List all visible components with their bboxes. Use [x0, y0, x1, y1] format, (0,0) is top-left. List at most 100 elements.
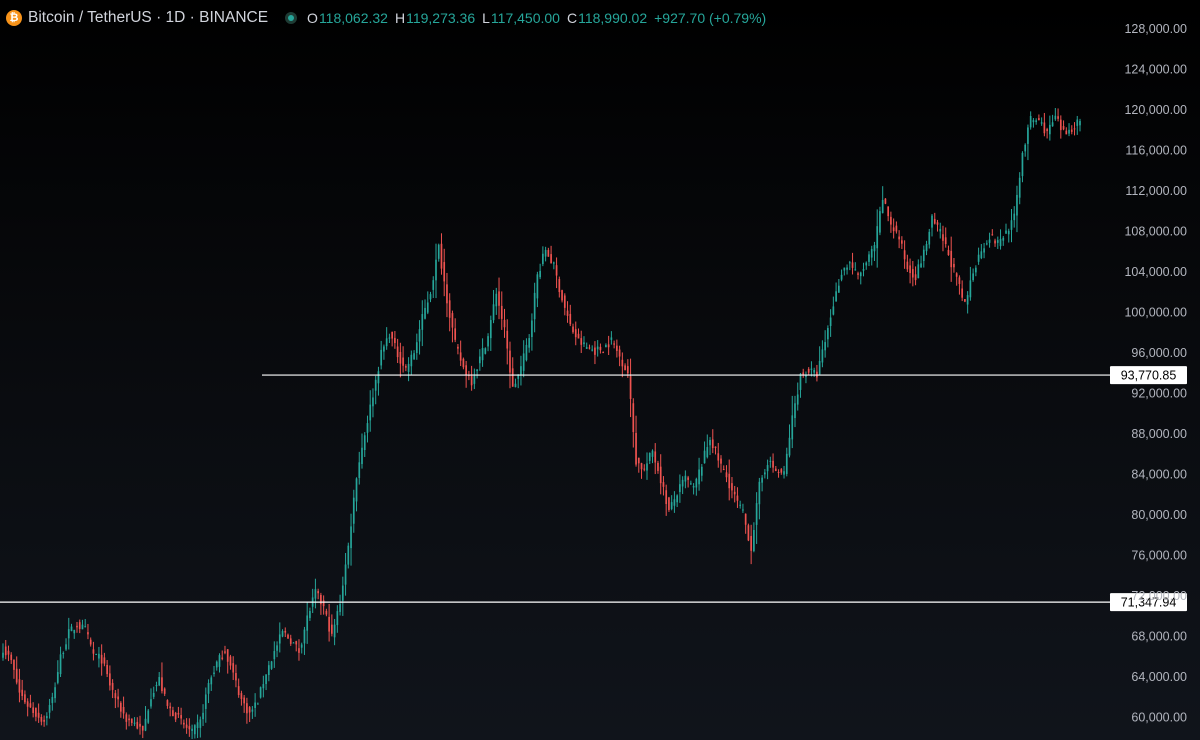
price-axis[interactable]: 60,000.00 64,000.00 68,000.00 72,000.00 76,0…: [1124, 22, 1187, 725]
candle: [65, 638, 67, 651]
candle: [174, 711, 177, 723]
candle-body: [884, 198, 887, 204]
candle: [183, 719, 185, 729]
candle: [788, 424, 791, 458]
candle: [629, 358, 632, 418]
candle-body: [407, 363, 410, 372]
candle: [251, 706, 254, 719]
candle: [103, 652, 106, 667]
price-tick-label: 120,000.00: [1124, 103, 1187, 117]
candle: [257, 702, 259, 705]
candle: [440, 233, 443, 275]
candle-body: [566, 310, 569, 316]
candle: [892, 218, 895, 239]
candle-body: [624, 365, 626, 371]
candle-body: [84, 626, 87, 628]
candle: [635, 415, 637, 467]
candle-body: [892, 227, 895, 232]
candle-body: [273, 651, 276, 660]
candle-body: [396, 346, 399, 358]
candle-body: [437, 244, 440, 259]
candle-body: [122, 706, 125, 714]
horizontal-line-price-badge: 93,770.85: [1110, 366, 1187, 385]
candle-body: [336, 611, 339, 626]
price-tick-label: 64,000.00: [1131, 670, 1187, 684]
candle-body: [511, 368, 514, 387]
ohlc-open-key: O: [307, 10, 318, 26]
candle-body: [794, 403, 796, 419]
candle-body: [204, 694, 207, 709]
candle: [939, 222, 942, 239]
candle: [731, 477, 733, 499]
candle: [643, 464, 646, 472]
candle-body: [552, 262, 555, 264]
candle: [489, 315, 492, 351]
candle: [1046, 127, 1048, 139]
ohlc-high-key: H: [394, 10, 406, 26]
candle: [278, 622, 281, 653]
candle: [119, 701, 122, 718]
candle: [605, 343, 607, 348]
candle-body: [714, 446, 717, 448]
candle: [544, 246, 547, 262]
candle: [213, 665, 215, 677]
candle-body: [640, 463, 643, 470]
candle-body: [37, 712, 40, 718]
candle-body: [465, 365, 467, 375]
candle-body: [43, 719, 45, 722]
candle: [495, 287, 498, 315]
candle-body: [435, 259, 437, 281]
candle: [328, 603, 330, 642]
candle-body: [509, 350, 511, 373]
candle-body: [569, 313, 572, 325]
candle-body: [950, 250, 953, 268]
candle: [785, 447, 788, 477]
candle: [511, 357, 514, 387]
candle-body: [10, 654, 13, 661]
candle: [1079, 118, 1081, 132]
candle: [911, 260, 914, 287]
candle-body: [807, 368, 810, 373]
price-badge-background: [1110, 366, 1187, 385]
candle: [739, 500, 742, 509]
candle: [487, 333, 489, 352]
candle: [158, 672, 161, 687]
candle-body: [92, 649, 95, 654]
candle: [481, 338, 484, 367]
symbol-title[interactable]: Bitcoin / TetherUS · 1D · BINANCE: [28, 9, 269, 26]
candle-body: [355, 478, 358, 502]
candle: [188, 718, 191, 737]
candle-body: [854, 269, 857, 271]
ohlc-change-value: +927.70 (+0.79%): [654, 10, 767, 26]
candle-body: [695, 478, 698, 488]
candle-body: [580, 338, 583, 345]
candle-body: [783, 471, 785, 475]
candle: [868, 251, 870, 267]
candle: [890, 211, 892, 233]
candle: [1062, 120, 1065, 131]
candle-body: [983, 248, 985, 253]
candle: [1049, 115, 1051, 141]
candle: [10, 652, 13, 664]
candle: [125, 712, 128, 730]
candle: [1013, 206, 1016, 228]
price-tick-label: 100,000.00: [1124, 306, 1187, 320]
candle-body: [295, 641, 298, 645]
candle-body: [583, 342, 585, 345]
candle-body: [492, 304, 495, 321]
candle: [895, 221, 898, 234]
ohlc-low-key: L: [482, 10, 490, 26]
candle-body: [709, 439, 711, 446]
candle-body: [78, 622, 81, 629]
candle-body: [769, 460, 772, 462]
candle-body: [210, 677, 213, 685]
candle: [506, 319, 509, 365]
candle: [818, 346, 821, 376]
candle: [681, 476, 684, 495]
candle: [931, 213, 933, 237]
candle-body: [736, 495, 739, 501]
candle-body: [785, 453, 788, 474]
candle-body: [454, 328, 457, 340]
